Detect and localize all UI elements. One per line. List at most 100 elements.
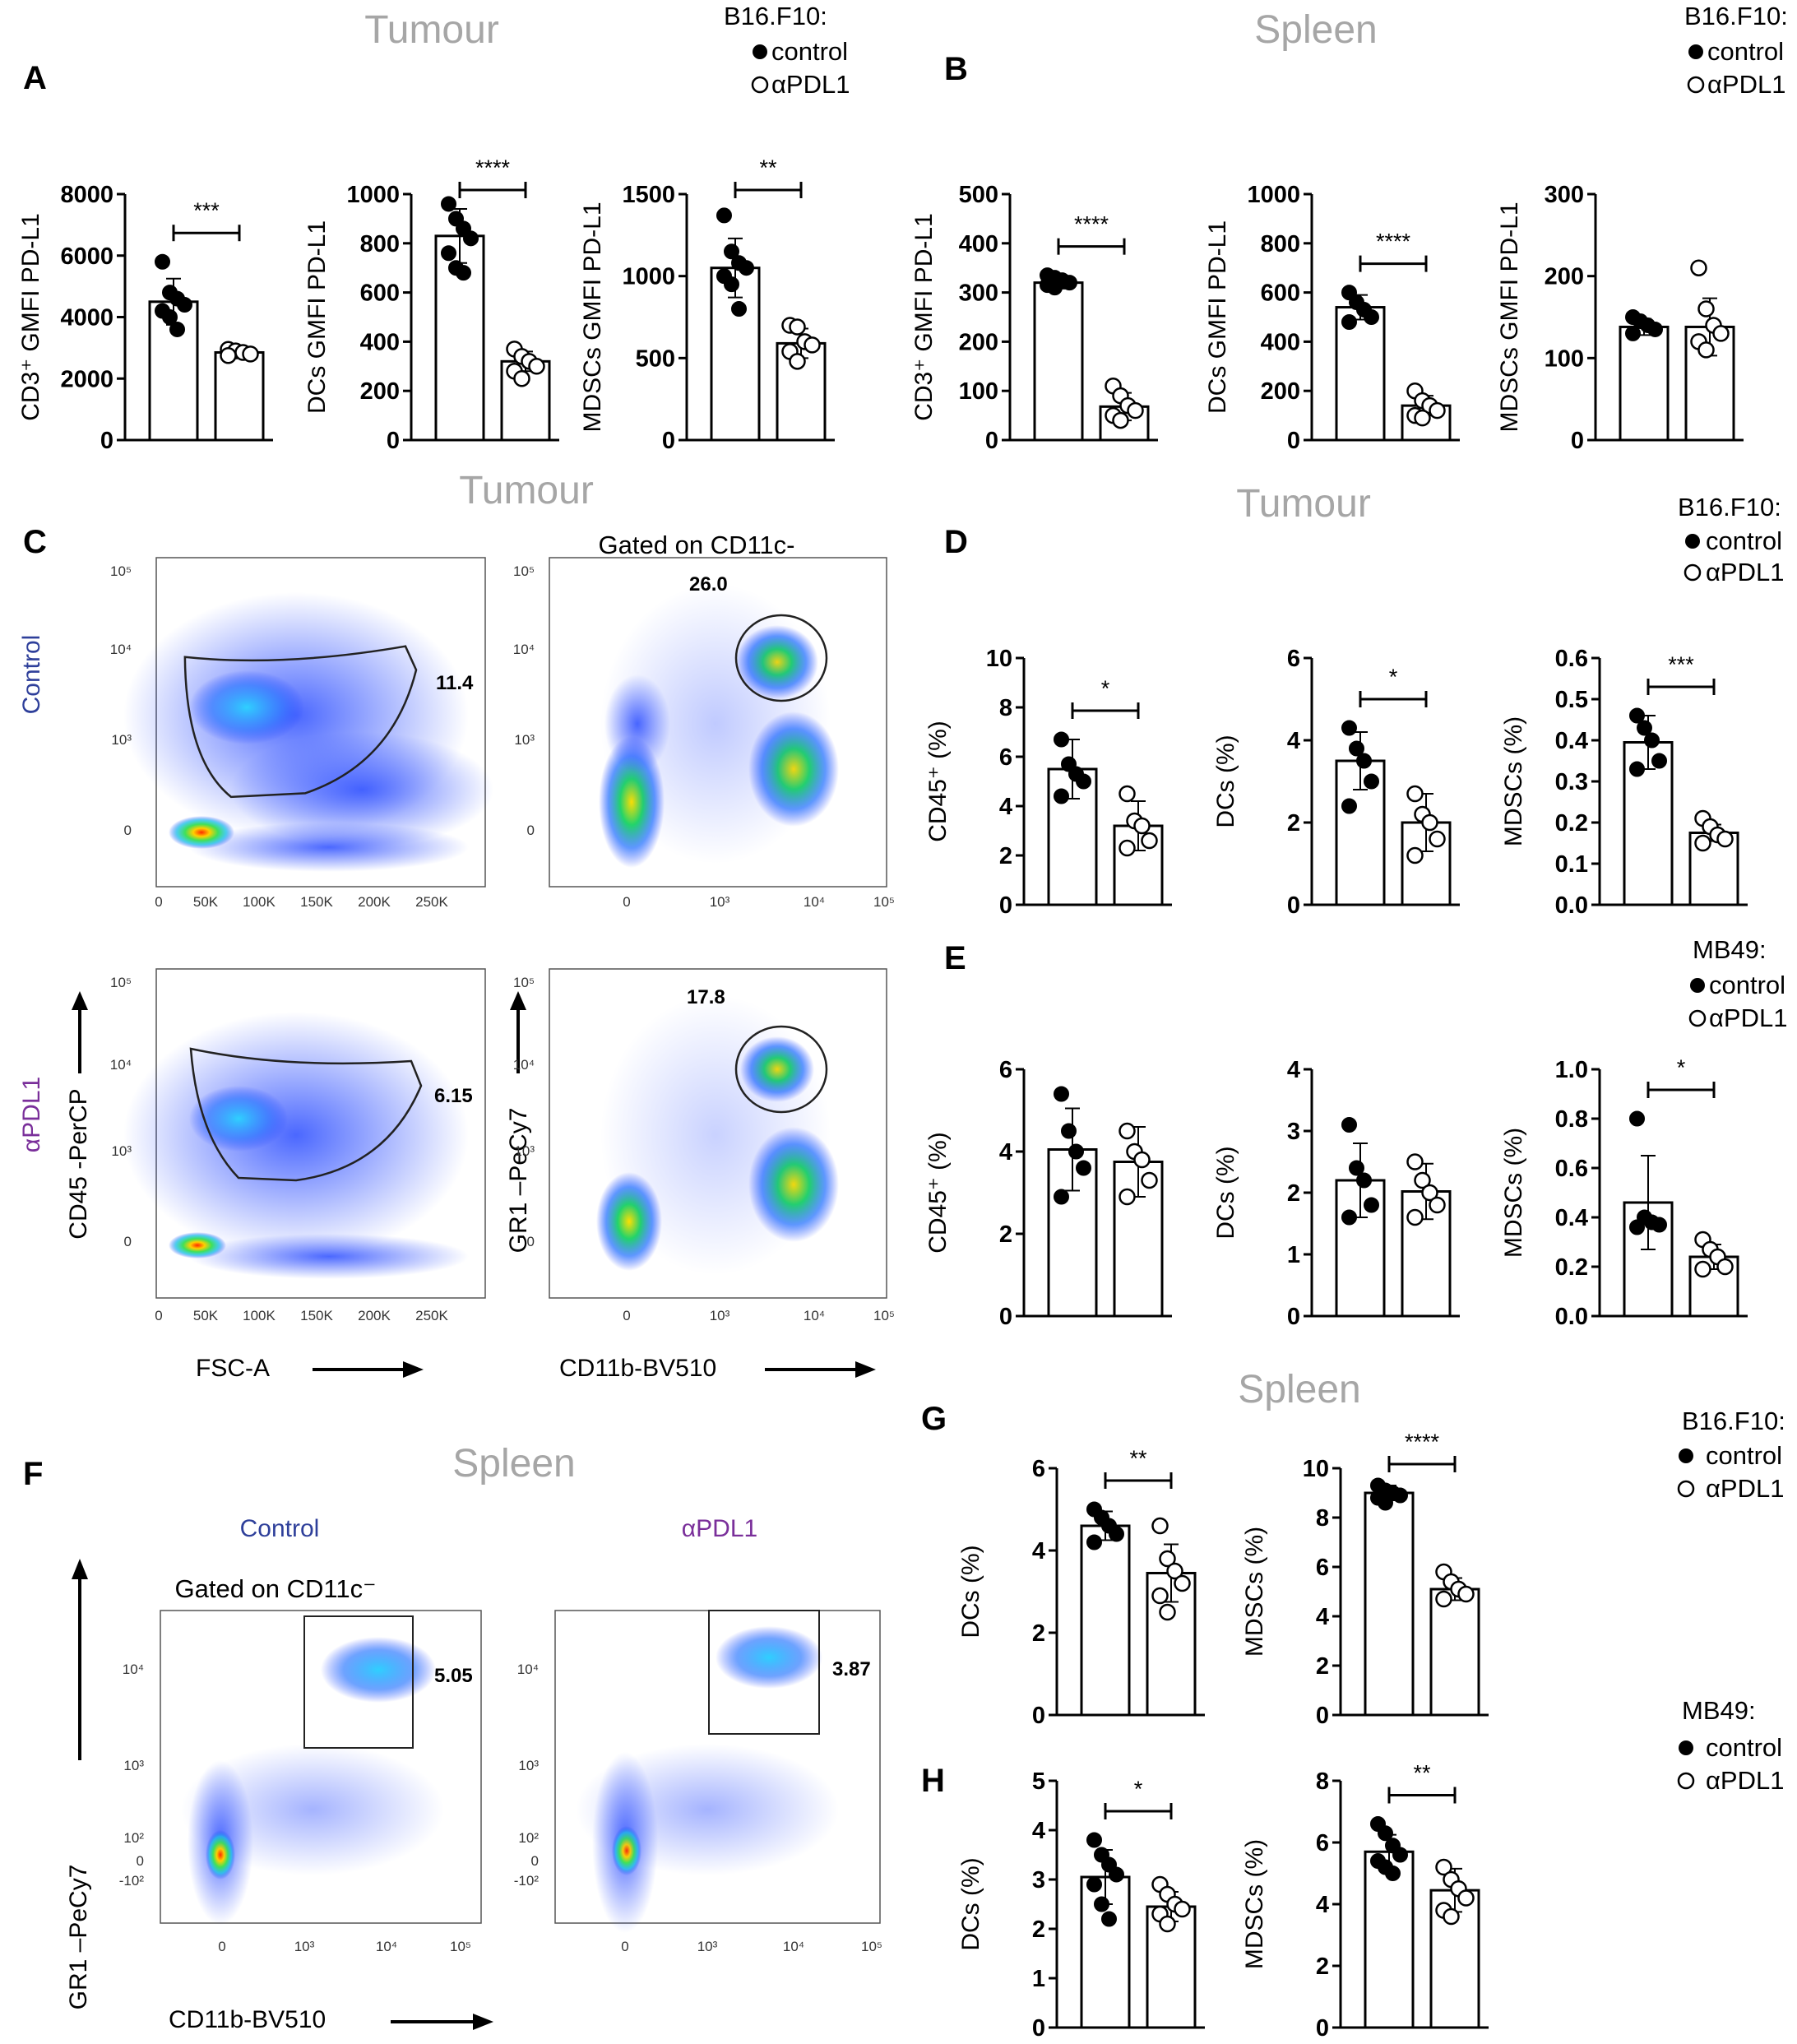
x-tick-label: 150K [300,894,333,910]
data-point-control [1651,753,1667,769]
data-point-control [1364,773,1379,790]
gate-value-pdl1-right: 17.8 [687,986,725,1008]
data-point-control [1062,275,1077,291]
bar-chart-a3: 0 500 1000 1500 MDSCs GMFI PD-L1 ** [579,155,835,454]
data-point-control [1094,1896,1109,1912]
legend-d-treated: αPDL1 [1706,558,1784,586]
y-tick-label: 200 [1545,264,1584,290]
legend-g-control-marker [1679,1448,1693,1463]
data-point-control [1378,1495,1393,1511]
data-point-apdl1 [1406,1153,1424,1170]
legend-a-treated-marker [751,76,769,94]
sig-label: *** [1668,652,1694,677]
y-tick-label: 0 [1287,428,1300,454]
y-tick-label: 8000 [60,182,113,208]
legend-e: MB49: control αPDL1 [1688,935,1787,1032]
data-point-apdl1 [513,370,530,387]
y-tick-label: 10³ [111,1143,132,1159]
x-tick-label: 0 [621,1939,628,1954]
data-point-apdl1 [789,353,806,370]
data-point-apdl1 [1716,1258,1734,1276]
data-point-control [1341,313,1357,330]
legend-d-control-marker [1685,534,1700,549]
x-tick-label: 10⁵ [873,1308,895,1323]
data-point-control [1644,732,1660,749]
y-tick-label: 2 [1287,810,1300,837]
legend-e-control: control [1709,971,1785,999]
data-point-apdl1 [1429,830,1446,848]
data-point-control [1101,1911,1117,1927]
y-tick-label: 2 [999,1221,1012,1248]
y-tick-label: 6 [999,1057,1012,1083]
flow-density [230,732,493,847]
flow-tick-labels: 0 50K 100K 150K 200K 250K 0 10³ 10⁴ 10⁵ 0 50K 100K 15… [110,563,895,1954]
x-tick-label: 50K [193,894,219,910]
data-point-apdl1 [1435,1858,1452,1876]
flow-density [189,1086,288,1152]
x-axis-label-c-right: CD11b-BV510 [559,1355,716,1382]
legend-g: B16.F10: control αPDL1 [1677,1407,1785,1503]
x-tick-label: 0 [218,1939,225,1954]
bar-chart-b2: 0 200 400 600 800 1000 DCs GMFI PD-L1 **** [1204,182,1460,454]
y-tick-label: 0 [1032,1703,1045,1729]
y-tick-label: 400 [1261,329,1300,355]
data-point-control [1341,798,1357,814]
y-tick-label: 4 [999,794,1012,820]
data-point-control [1109,1866,1124,1883]
legend-g-treated-marker [1677,1480,1695,1498]
data-point-control [1341,1117,1357,1133]
data-point-control [463,230,479,247]
data-point-control [162,309,178,325]
y-tick-label: 4000 [60,305,113,331]
y-tick-label: 2 [1287,1180,1300,1207]
flow-density [600,995,831,1275]
y-axis-label: MDSCs (%) [1241,1839,1268,1969]
panel-letter-h: H [921,1763,945,1799]
bar-chart-g1: 0 2 4 6 DCs (%) ** [957,1446,1205,1729]
bar-control [1619,325,1670,442]
x-tick-label: 250K [415,1308,448,1323]
data-point-control [1076,773,1091,790]
y-tick-label: 0.0 [1555,1304,1588,1330]
x-axis-arrow-head [403,1361,424,1378]
y-tick-label: 10⁴ [513,1057,535,1073]
bar-chart-b3: 0 100 200 300 MDSCs GMFI PD-L1 [1496,182,1744,454]
sig-label: ** [1129,1446,1147,1471]
flow-gate [303,1615,414,1749]
data-point-control [155,253,170,270]
y-tick-label: 600 [360,280,400,307]
data-point-control [1378,1825,1393,1842]
x-tick-label: 10³ [294,1939,315,1954]
sig-label: * [1677,1055,1686,1080]
data-point-control [456,265,471,281]
legend-b-treated-marker [1687,76,1705,94]
y-tick-label: 4 [1316,1892,1329,1918]
y-tick-label: 0 [985,428,998,454]
legend-g-control: control [1706,1441,1782,1470]
y-tick-label: 3 [1287,1119,1300,1145]
x-tick-label: 10⁵ [861,1939,882,1954]
bar-chart-h2: 0 2 4 6 8 MDSCs (%) ** [1241,1761,1489,2042]
x-tick-label: 0 [155,1308,162,1323]
data-point-control [1054,1086,1069,1102]
data-point-apdl1 [1174,1574,1191,1592]
data-point-control [1637,720,1652,736]
y-axis-label: DCs GMFI PD-L1 [1204,220,1231,414]
flow-density [169,816,234,849]
y-tick-label: 0 [999,1304,1012,1330]
y-tick-label: 1000 [346,182,400,208]
row-label-control: Control [18,635,45,715]
data-point-control [1647,321,1663,337]
y-tick-label: 0.3 [1555,769,1588,795]
data-point-control [1651,1217,1667,1233]
x-axis-arrow-head [855,1361,876,1378]
data-point-control [1629,707,1645,724]
y-tick-label: 2 [1032,1917,1045,1943]
x-tick-label: 10⁴ [804,894,825,910]
y-axis-label: DCs (%) [957,1545,984,1638]
bar-control [1033,281,1084,442]
legend-h-treated-marker [1677,1772,1695,1790]
y-tick-label: 1000 [622,264,675,290]
y-tick-label: 10³ [514,1143,535,1159]
y-axis-label: DCs (%) [1212,1146,1239,1239]
